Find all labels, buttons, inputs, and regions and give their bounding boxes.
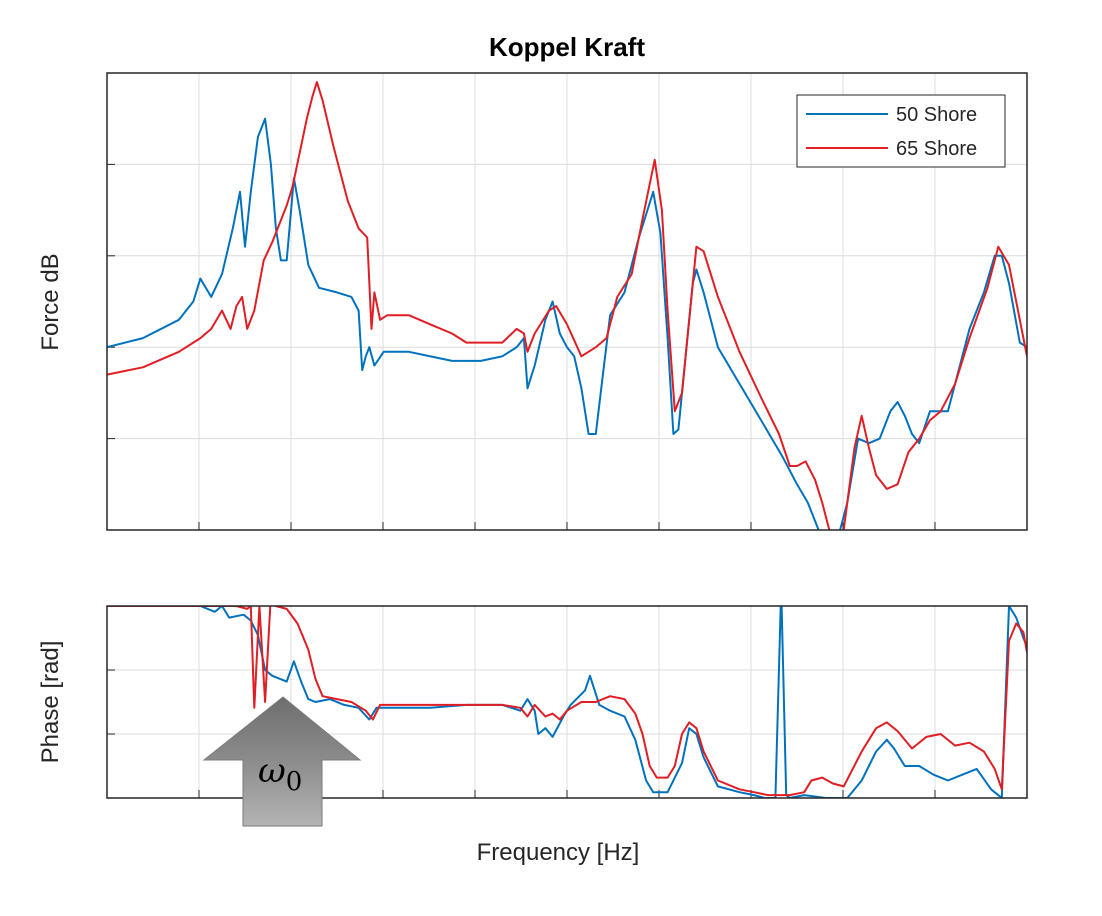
phase-series-65-shore bbox=[107, 606, 1027, 797]
force-subplot: Koppel Kraft Force dB 50 Shore 65 Shore bbox=[37, 32, 1028, 531]
phase-ylabel: Phase [rad] bbox=[37, 641, 64, 764]
omega-label: ω0 bbox=[258, 751, 302, 797]
omega-zero-annotation: ω0 bbox=[202, 696, 362, 827]
chart-title: Koppel Kraft bbox=[489, 32, 645, 62]
phase-lines bbox=[107, 606, 1027, 798]
force-series-65-shore bbox=[107, 81, 1027, 530]
up-arrow-icon bbox=[202, 696, 362, 827]
phase-axes-box bbox=[106, 605, 1028, 799]
force-series-50-shore bbox=[107, 117, 1027, 530]
legend: 50 Shore 65 Shore bbox=[796, 94, 1006, 168]
force-lines bbox=[107, 81, 1027, 530]
phase-subplot: Phase [rad] Frequency [Hz] bbox=[37, 605, 1028, 866]
legend-label-50-shore: 50 Shore bbox=[896, 104, 977, 126]
force-axes-box bbox=[106, 72, 1028, 531]
frequency-xlabel: Frequency [Hz] bbox=[477, 839, 640, 866]
force-ylabel: Force dB bbox=[37, 253, 64, 350]
legend-label-65-shore: 65 Shore bbox=[896, 138, 977, 160]
phase-series-50-shore bbox=[107, 606, 1027, 798]
legend-box bbox=[796, 94, 1006, 168]
